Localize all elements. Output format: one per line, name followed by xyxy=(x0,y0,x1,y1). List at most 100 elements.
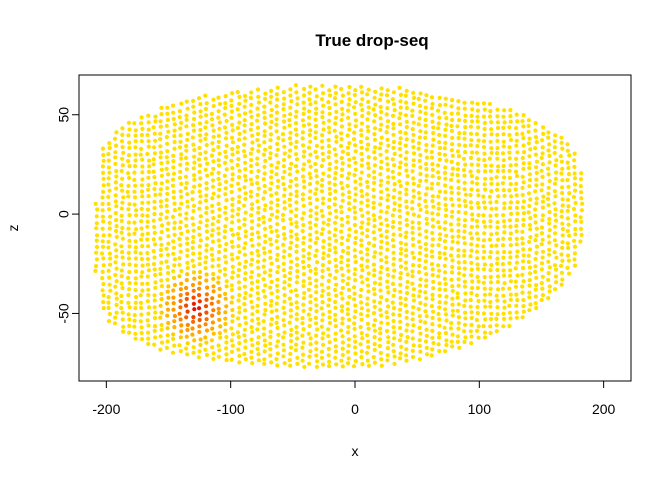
data-point xyxy=(159,112,164,117)
data-point xyxy=(230,208,235,213)
data-point xyxy=(319,139,325,144)
data-point xyxy=(391,293,396,298)
data-point xyxy=(159,167,164,172)
data-point xyxy=(424,173,429,178)
data-point xyxy=(139,115,144,120)
data-point xyxy=(474,249,479,254)
data-point xyxy=(333,355,338,360)
data-point xyxy=(359,355,364,360)
data-point xyxy=(462,253,467,258)
data-point xyxy=(269,261,274,266)
data-point xyxy=(469,291,474,296)
data-point xyxy=(340,223,345,228)
data-point xyxy=(470,285,475,291)
data-point xyxy=(489,132,494,137)
data-point xyxy=(274,122,279,127)
data-point xyxy=(384,156,389,161)
data-point xyxy=(399,332,404,338)
chart-title: True drop-seq xyxy=(315,31,428,50)
data-point xyxy=(456,135,461,141)
data-point xyxy=(197,269,203,275)
data-point xyxy=(300,321,305,326)
data-point xyxy=(461,168,467,173)
data-point xyxy=(520,185,525,190)
data-point xyxy=(159,105,164,110)
data-point xyxy=(146,113,151,118)
data-point xyxy=(192,110,197,115)
data-point xyxy=(192,154,197,159)
data-point xyxy=(430,174,435,179)
data-point xyxy=(507,310,512,315)
data-point xyxy=(391,219,396,225)
data-point xyxy=(315,327,320,332)
data-point xyxy=(449,190,454,195)
data-point xyxy=(437,250,442,255)
data-point xyxy=(372,328,378,333)
data-point xyxy=(527,166,532,171)
data-point xyxy=(410,225,415,230)
data-point xyxy=(450,313,455,318)
data-point xyxy=(210,203,215,208)
data-point xyxy=(424,221,430,226)
data-point xyxy=(242,333,247,338)
data-point xyxy=(436,206,441,211)
data-point xyxy=(418,319,423,324)
data-point xyxy=(398,264,404,269)
data-point xyxy=(262,357,267,362)
data-point xyxy=(243,308,248,313)
data-point xyxy=(281,102,286,107)
data-point xyxy=(339,86,344,92)
data-point xyxy=(216,95,221,100)
data-point xyxy=(314,278,319,283)
data-point xyxy=(416,220,422,226)
data-point xyxy=(147,158,152,163)
data-point xyxy=(449,159,454,164)
data-point xyxy=(462,303,467,308)
data-point xyxy=(132,324,137,329)
data-point xyxy=(159,161,164,166)
data-point xyxy=(366,283,371,288)
data-point xyxy=(145,151,150,157)
data-point xyxy=(397,313,402,318)
data-point xyxy=(450,234,455,240)
data-point xyxy=(242,111,248,116)
data-point xyxy=(494,329,499,334)
data-point xyxy=(268,125,273,130)
data-point xyxy=(345,263,350,268)
data-point xyxy=(353,267,358,272)
data-point xyxy=(326,333,331,339)
data-point xyxy=(437,232,443,237)
data-point xyxy=(307,220,313,225)
data-point xyxy=(216,249,222,255)
data-point xyxy=(107,170,112,175)
data-point xyxy=(359,306,364,311)
data-point xyxy=(243,160,248,165)
data-point xyxy=(204,248,209,253)
data-point xyxy=(321,127,326,132)
data-point xyxy=(274,110,280,115)
data-point xyxy=(243,229,248,234)
data-point xyxy=(476,279,481,284)
data-point xyxy=(526,191,532,196)
data-point xyxy=(508,200,513,205)
data-point xyxy=(314,364,319,369)
data-point xyxy=(385,247,390,252)
data-point xyxy=(476,162,481,167)
data-point xyxy=(456,154,462,159)
data-point xyxy=(358,182,363,187)
data-point xyxy=(327,111,332,116)
data-point xyxy=(172,128,177,133)
data-point xyxy=(127,127,132,132)
data-point xyxy=(431,204,436,209)
data-point xyxy=(410,108,415,113)
data-point xyxy=(546,203,551,208)
data-point xyxy=(321,239,326,244)
data-point xyxy=(250,243,255,248)
data-point xyxy=(235,163,240,168)
data-point xyxy=(139,256,144,262)
data-point xyxy=(237,120,242,125)
data-point xyxy=(553,163,558,168)
data-point xyxy=(462,260,467,265)
data-point xyxy=(276,332,281,337)
data-point xyxy=(366,308,371,313)
